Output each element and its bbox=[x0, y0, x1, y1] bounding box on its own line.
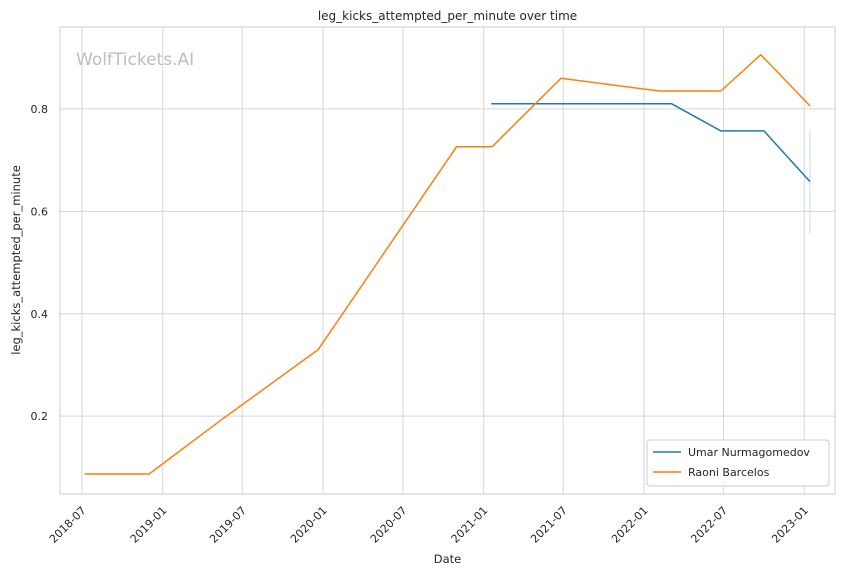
y-tick-label-0.2: 0.2 bbox=[31, 410, 49, 423]
legend-box bbox=[646, 439, 830, 487]
y-tick-label-0.6: 0.6 bbox=[31, 205, 49, 218]
y-axis-ticks: 0.2 0.4 0.6 0.8 bbox=[31, 103, 49, 423]
legend-label-raoni-barcelos: Raoni Barcelos bbox=[688, 466, 770, 479]
grid bbox=[60, 27, 835, 494]
y-tick-label-0.4: 0.4 bbox=[31, 308, 49, 321]
legend: Umar Nurmagomedov Raoni Barcelos bbox=[646, 439, 830, 487]
y-tick-label-0.8: 0.8 bbox=[31, 103, 49, 116]
series-line-umar-nurmagomedov bbox=[491, 103, 811, 183]
chart-title: leg_kicks_attempted_per_minute over time bbox=[318, 9, 577, 23]
x-axis-title: Date bbox=[434, 552, 462, 566]
plot-frame bbox=[59, 26, 836, 495]
legend-label-umar-nurmagomedov: Umar Nurmagomedov bbox=[688, 446, 810, 459]
y-axis-title: leg_kicks_attempted_per_minute bbox=[9, 165, 23, 355]
series-lines bbox=[84, 53, 811, 475]
watermark: WolfTickets.AI bbox=[76, 50, 194, 70]
series-line-raoni-barcelos bbox=[84, 53, 811, 475]
